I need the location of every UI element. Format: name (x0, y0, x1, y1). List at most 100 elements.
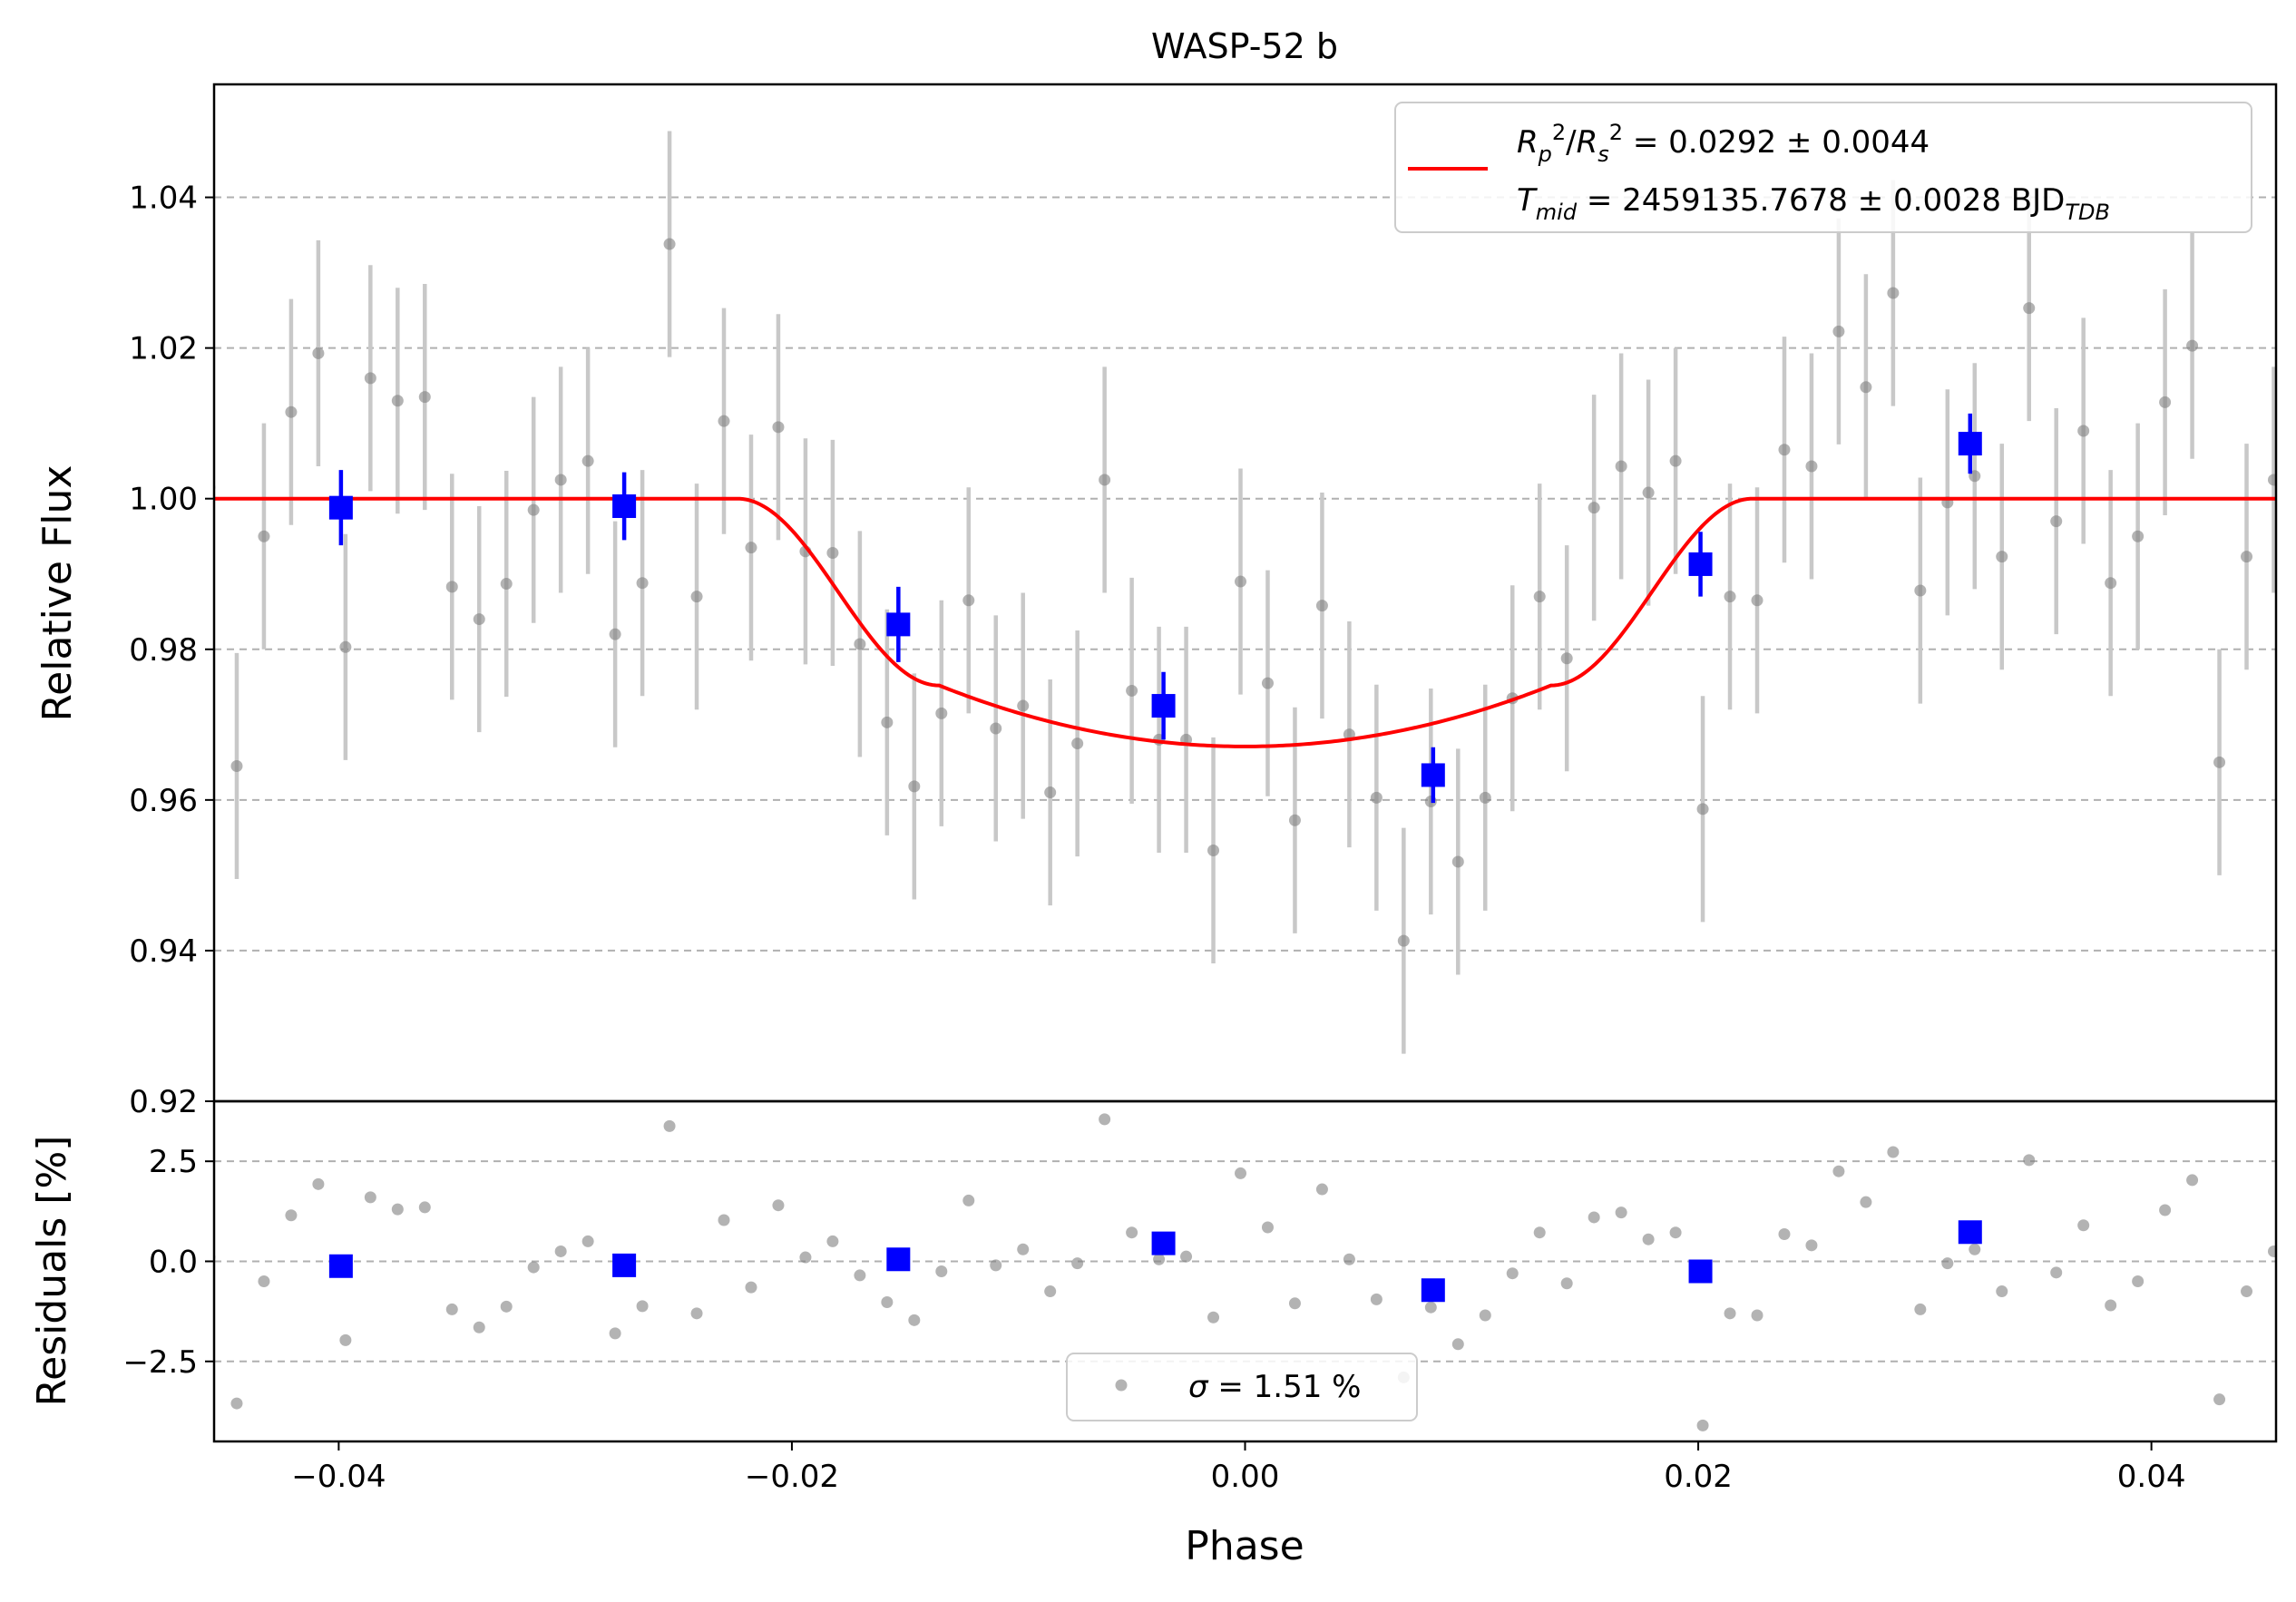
binned-point (1421, 763, 1445, 787)
residuals-panel-binned-points (328, 1220, 1982, 1303)
data-point (1887, 287, 1900, 299)
data-point (1126, 684, 1138, 697)
residual-point (1207, 1311, 1220, 1324)
residual-point (772, 1199, 785, 1212)
data-point (1560, 652, 1573, 665)
x-tick-label: −0.04 (291, 1459, 386, 1495)
residual-point (1751, 1309, 1764, 1322)
residual-point (581, 1235, 594, 1247)
residual-point (364, 1191, 376, 1204)
residual-point (745, 1281, 757, 1294)
data-point (2050, 515, 2063, 528)
residual-point (826, 1235, 839, 1247)
data-point (854, 638, 866, 650)
data-point (391, 395, 404, 407)
data-point (230, 759, 243, 772)
data-point (364, 372, 376, 385)
residual-point (1533, 1226, 1546, 1239)
residual-point (2159, 1204, 2172, 1216)
main-y-tick-label: 0.92 (129, 1084, 198, 1120)
residual-point (1370, 1293, 1382, 1305)
data-point (1832, 325, 1845, 337)
residual-point (1588, 1211, 1600, 1224)
data-point (418, 391, 431, 404)
residual-point (908, 1314, 921, 1326)
data-point (1071, 738, 1084, 750)
x-axis-label: Phase (1185, 1523, 1304, 1569)
data-point (1642, 486, 1655, 499)
residual-binned-point (1958, 1220, 1982, 1245)
x-tick-label: 0.04 (2117, 1459, 2186, 1495)
residual-point (1099, 1113, 1111, 1126)
residual-point (2050, 1266, 2063, 1279)
main-y-tick-label: 1.02 (129, 331, 198, 367)
residual-point (230, 1397, 243, 1410)
residual-point (718, 1214, 730, 1226)
data-point (1996, 551, 2008, 563)
residual-point (2241, 1285, 2253, 1298)
data-point (1533, 591, 1546, 603)
data-point (1451, 855, 1464, 868)
residual-point (2105, 1299, 2117, 1312)
main-y-tick-label: 0.98 (129, 632, 198, 669)
residual-point (473, 1321, 485, 1333)
data-point (258, 530, 270, 542)
residual-point (1832, 1165, 1845, 1177)
residual-point (2023, 1154, 2036, 1167)
residual-binned-point (328, 1254, 353, 1278)
binned-point (1958, 432, 1982, 456)
residual-point (1506, 1267, 1519, 1280)
residual-point (1288, 1297, 1301, 1310)
main-y-axis-label: Relative Flux (34, 465, 81, 722)
data-point (1805, 460, 1818, 473)
data-point (1370, 791, 1382, 804)
x-axis-ticks: −0.04 −0.02 0.00 0.02 0.04 (291, 1441, 2185, 1495)
legend-tmid-text: Tmid = 2459135.7678 ± 0.0028 BJDTDB (1517, 182, 2110, 225)
data-point (554, 474, 567, 486)
residuals-y-axis-label: Residuals [%] (29, 1136, 75, 1407)
residual-point (1805, 1239, 1818, 1252)
data-point (1099, 474, 1111, 486)
legend-sigma-text: σ = 1.51 % (1188, 1369, 1361, 1405)
binned-point (328, 495, 353, 520)
residual-point (690, 1307, 703, 1320)
binned-point (1151, 694, 1176, 718)
data-point (285, 405, 298, 418)
residuals-y-tick-label: −2.5 (122, 1344, 198, 1381)
data-point (1207, 844, 1220, 856)
residual-point (854, 1269, 866, 1282)
data-point (445, 581, 458, 593)
data-point (1479, 791, 1491, 804)
data-point (2241, 551, 2253, 563)
residual-point (1696, 1419, 1709, 1431)
residual-point (258, 1275, 270, 1288)
data-point (636, 577, 649, 590)
data-point (1397, 934, 1410, 947)
residual-point (1017, 1243, 1030, 1255)
data-point (1778, 444, 1791, 456)
data-point (990, 722, 1002, 735)
main-y-tick-label: 0.94 (129, 933, 198, 970)
residuals-panel-data-points (214, 1113, 2276, 1431)
data-point (1261, 677, 1274, 689)
data-point (1696, 803, 1709, 816)
legend-residual-marker (1115, 1379, 1128, 1392)
binned-point (1688, 552, 1713, 576)
data-point (1860, 381, 1872, 394)
residual-point (418, 1201, 431, 1214)
residual-point (799, 1251, 812, 1264)
data-point (772, 421, 785, 434)
data-point (2213, 756, 2226, 768)
data-point (2186, 339, 2199, 352)
residual-point (1778, 1227, 1791, 1240)
residual-point (1424, 1301, 1437, 1314)
data-point (609, 628, 621, 640)
residual-point (445, 1303, 458, 1315)
chart-title: WASP-52 b (1151, 26, 1338, 66)
main-panel-transit-model (214, 496, 2276, 748)
residual-point (962, 1194, 975, 1206)
residual-point (1887, 1146, 1900, 1158)
data-point (1914, 584, 1927, 597)
